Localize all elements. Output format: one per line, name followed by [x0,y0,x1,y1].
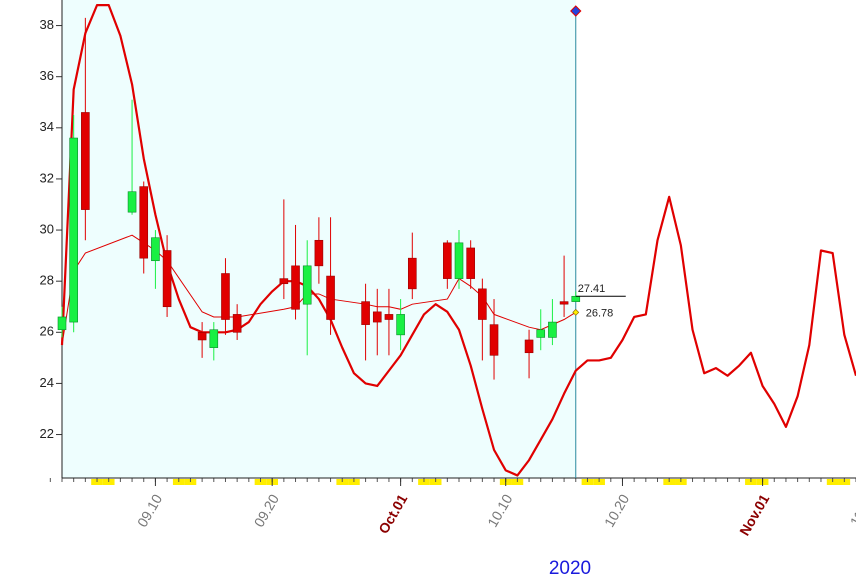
x-tick-label: 11.10 [847,491,856,529]
candle-body [372,311,382,323]
candle-body [127,191,137,213]
candle-body [326,275,335,320]
year-label: 2020 [549,558,591,579]
candle-body [559,301,569,305]
last-close-label: 27.41 [578,283,606,295]
candle-body [314,239,324,267]
last-ma-marker [572,308,580,316]
y-tick-label: 36 [40,68,54,83]
candle-body [478,288,487,320]
candle-body [454,242,464,279]
x-tick-label: 10.10 [484,491,515,530]
candle-body [407,257,417,290]
candle-body [466,247,475,279]
candle-body [384,314,394,320]
y-tick-label: 28 [40,273,54,288]
x-tick-label: Nov.01 [736,491,772,538]
last-ma-label: 26.78 [586,307,614,319]
candle-body [396,314,405,336]
candle-body [197,331,207,341]
candle-body [536,329,546,338]
x-tick-label: Oct.01 [375,491,410,536]
candle-body [279,278,289,285]
candle-body [69,137,78,323]
candle-body [571,295,581,302]
candle-body [81,112,90,210]
y-tick-label: 26 [40,324,54,339]
candle-body [548,321,557,338]
projection-line [60,4,856,477]
y-tick-label: 22 [40,426,54,441]
y-tick-label: 38 [40,17,54,32]
candle-body [232,314,242,333]
y-tick-label: 24 [40,375,54,390]
current-date-diamond [570,5,582,17]
y-tick-label: 32 [40,170,54,185]
candle-body [524,339,534,354]
candle-body [57,316,67,331]
x-tick-label: 09.20 [251,491,282,530]
y-tick-label: 34 [40,119,54,134]
candle-body [139,186,149,259]
candle-body [443,242,452,279]
x-tick-label: 09.10 [134,491,165,530]
candle-body [151,237,160,262]
y-tick-label: 30 [40,221,54,236]
candle-body [291,265,300,310]
candle-body [162,250,172,308]
candle-body [221,273,230,320]
candle-body [489,324,499,356]
x-tick-label: 10.20 [601,491,632,530]
candle-body [209,329,219,348]
candle-body [302,265,312,305]
candle-body [361,301,370,325]
